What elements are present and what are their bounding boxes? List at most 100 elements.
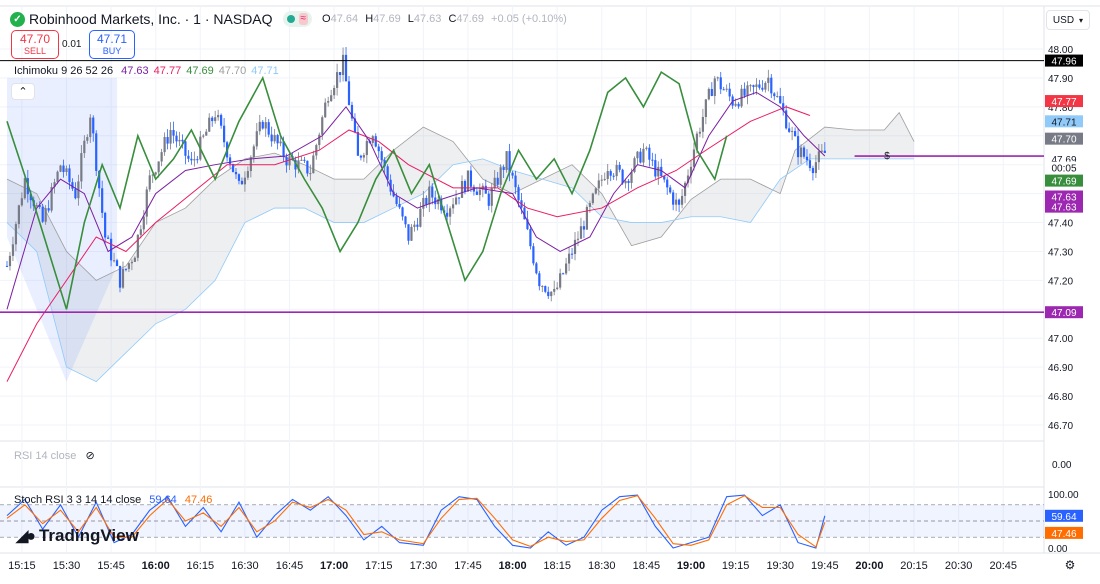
candle-body <box>282 141 285 158</box>
price-label-3-bg <box>1045 132 1083 145</box>
candle-body <box>761 87 764 90</box>
candle-body <box>56 171 59 183</box>
price-label-5: 00:05 <box>1051 164 1076 175</box>
candle-body <box>118 265 122 288</box>
candle-body <box>773 93 776 97</box>
candle-body <box>178 139 181 142</box>
time-tick-label: 19:00 <box>677 560 705 572</box>
candle-body <box>20 198 23 206</box>
candle-body <box>252 146 255 158</box>
candle-body <box>716 77 719 79</box>
currency-select[interactable]: USD ▾ <box>1046 10 1090 30</box>
candle-body <box>802 147 806 157</box>
market-open-icon <box>286 15 295 23</box>
candle-body <box>410 226 413 241</box>
candle-body <box>44 208 47 222</box>
price-tick-label: 47.20 <box>1048 276 1073 287</box>
candle-body <box>817 151 820 163</box>
candle-body <box>294 159 297 170</box>
candle-body <box>454 197 458 205</box>
candle-body <box>276 135 279 144</box>
candle-body <box>431 186 434 198</box>
currency-label: USD <box>1052 14 1075 26</box>
candle-body <box>154 172 157 175</box>
candle-body <box>303 159 306 161</box>
candle-body <box>710 88 713 96</box>
time-tick-label: 16:45 <box>276 560 304 572</box>
settings-gear-icon[interactable]: ⚙ <box>1065 558 1076 572</box>
candle-body <box>300 159 303 161</box>
time-axis[interactable]: 15:15 15:30 15:45 16:00 16:15 16:30 16:45 17:00… <box>8 558 1075 572</box>
price-label-8: 47.63 <box>1051 203 1076 214</box>
candle-body <box>273 135 276 142</box>
candle-body <box>642 148 645 163</box>
candle-body <box>353 118 357 133</box>
chevron-up-icon: ⌃ <box>18 86 28 98</box>
time-tick-label: 19:15 <box>722 560 750 572</box>
candle-body <box>508 151 511 173</box>
candle-body <box>425 197 428 205</box>
candle-body <box>722 89 725 91</box>
candle-body <box>124 268 128 270</box>
candle-body <box>451 204 455 209</box>
sell-button[interactable]: 47.70 SELL <box>11 30 59 59</box>
candle-body <box>181 139 184 142</box>
symbol-title[interactable]: Robinhood Markets, Inc. · 1 · NASDAQ <box>29 11 273 27</box>
time-tick-label: 20:00 <box>855 560 883 572</box>
candle-body <box>38 205 41 207</box>
candle-body <box>231 163 235 172</box>
candle-body <box>663 176 666 180</box>
indicator-lines <box>6 70 826 382</box>
rsi-tick-label: 0.00 <box>1052 460 1072 471</box>
price-label-6: 47.69 <box>1051 177 1076 188</box>
candle-body <box>588 203 591 207</box>
candle-body <box>463 181 467 192</box>
candle-body <box>416 224 419 227</box>
candle-body <box>130 261 134 264</box>
horizontal-lines[interactable]: $ <box>0 60 1044 314</box>
candle-body <box>220 114 223 126</box>
candle-body <box>338 72 342 76</box>
candle-body <box>820 150 823 152</box>
time-tick-label: 19:45 <box>811 560 839 572</box>
candle-body <box>701 117 704 132</box>
candle-body <box>136 234 139 258</box>
candle-body <box>630 172 633 183</box>
time-tick-label: 17:45 <box>454 560 482 572</box>
candle-body <box>678 199 681 205</box>
candle-body <box>341 54 345 76</box>
price-tick-label: 46.80 <box>1048 392 1073 403</box>
market-status[interactable]: ≈ <box>282 11 313 27</box>
spread-value: 0.01 <box>62 39 82 50</box>
candle-body <box>788 128 791 132</box>
candle-body <box>344 54 348 82</box>
candle-body <box>62 165 65 172</box>
candle-body <box>380 151 383 161</box>
candle-body <box>776 96 779 98</box>
candle-body <box>576 238 580 240</box>
time-tick-label: 17:15 <box>365 560 393 572</box>
ichimoku-legend[interactable]: Ichimoku 9 26 52 26 47.63 47.77 47.69 47.70… <box>14 65 279 77</box>
candle-body <box>321 117 324 135</box>
candle-body <box>163 136 166 153</box>
tradingview-logo-icon: ◢● <box>16 528 36 545</box>
candle-body <box>11 244 15 256</box>
candle-body <box>609 171 612 176</box>
candle-body <box>65 168 68 172</box>
candle-body <box>249 157 252 172</box>
candle-body <box>350 104 354 119</box>
collapse-legend-button[interactable]: ⌃ <box>11 83 35 100</box>
candle-body <box>698 131 702 134</box>
rsi-legend[interactable]: RSI 14 close ⊘ <box>14 449 95 462</box>
candle-body <box>449 208 452 217</box>
candle-body <box>89 117 92 138</box>
stoch-legend[interactable]: Stoch RSI 3 3 14 14 close 59.64 47.46 <box>14 494 212 506</box>
candle-body <box>169 130 172 144</box>
price-tick-label: 46.90 <box>1048 363 1073 374</box>
buy-button[interactable]: 47.71 BUY <box>89 30 135 59</box>
candle-body <box>725 88 728 90</box>
eye-hidden-icon[interactable]: ⊘ <box>85 450 95 462</box>
candle-body <box>517 187 520 201</box>
candle-body <box>639 151 642 163</box>
